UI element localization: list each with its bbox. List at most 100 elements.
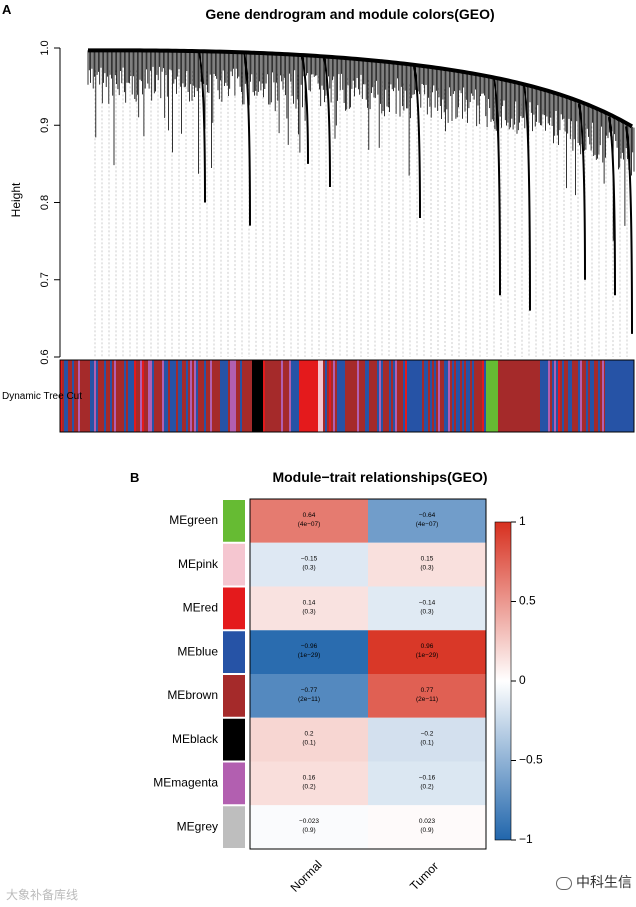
- row-label: MEblack: [172, 732, 219, 746]
- cell-correlation: −0.96: [301, 643, 318, 650]
- color-bar-stripe: [367, 360, 369, 432]
- color-bar-stripe: [568, 360, 570, 432]
- heatmap-cell: [368, 586, 486, 631]
- color-bar-stripe: [434, 360, 436, 432]
- cell-correlation: 0.023: [419, 818, 436, 825]
- color-bar-stripe: [600, 360, 602, 432]
- color-bar-stripe: [170, 360, 172, 432]
- color-bar-stripe: [283, 360, 285, 432]
- cluster-branch: [493, 78, 501, 296]
- color-bar-stripe: [558, 360, 560, 432]
- color-bar-stripe: [146, 360, 148, 432]
- heatmap-title: Module−trait relationships(GEO): [272, 469, 488, 485]
- color-bar-module: [408, 360, 422, 432]
- cell-pvalue: (1e−29): [416, 652, 439, 659]
- color-bar-stripe: [444, 360, 446, 432]
- cell-pvalue: (2e−11): [298, 696, 320, 703]
- color-bar-stripe: [244, 360, 246, 432]
- color-bar-stripe: [180, 360, 182, 432]
- cluster-branch: [578, 103, 586, 280]
- color-bar-stripe: [574, 360, 576, 432]
- color-bar-stripe: [291, 360, 293, 432]
- color-bar-stripe: [220, 360, 222, 432]
- color-bar-stripe: [186, 360, 188, 432]
- color-bar-stripe: [72, 360, 74, 432]
- color-bar-stripe: [460, 360, 462, 432]
- legend-tick-label: 0.5: [519, 594, 536, 608]
- heatmap-cell: [250, 630, 368, 674]
- y-tick-label: 0.8: [39, 195, 51, 210]
- color-bar-stripe: [246, 360, 248, 432]
- wechat-icon: [556, 876, 572, 890]
- color-bar-stripe: [472, 360, 474, 432]
- color-bar-stripe: [586, 360, 588, 432]
- heatmap-cell: [250, 805, 368, 849]
- column-labels: Normal Tumor: [288, 858, 442, 895]
- color-bar-stripe: [387, 360, 389, 432]
- color-bar-stripe: [214, 360, 216, 432]
- color-bar-stripe: [391, 360, 393, 432]
- color-bar-stripe: [90, 360, 92, 432]
- color-bar-stripe: [474, 360, 476, 432]
- color-bar-stripe: [464, 360, 466, 432]
- row-labels: MEgreen MEpink MEred MEblue MEbrown MEblack ME…: [153, 513, 219, 833]
- color-bar-module: [318, 360, 323, 432]
- color-bar-stripe: [88, 360, 90, 432]
- color-bar-stripe: [293, 360, 295, 432]
- color-bar-stripe: [345, 360, 347, 432]
- legend-tick-label: −1: [519, 832, 533, 846]
- color-bar-stripe: [552, 360, 554, 432]
- color-bar-stripe: [164, 360, 166, 432]
- cell-pvalue: (0.3): [420, 608, 433, 615]
- color-bar-module: [605, 360, 634, 432]
- color-bar-stripe: [62, 360, 64, 432]
- color-bar-stripe: [590, 360, 592, 432]
- color-bar-stripe: [82, 360, 84, 432]
- cell-correlation: 0.2: [304, 731, 313, 738]
- color-bar-stripe: [202, 360, 204, 432]
- color-bar-stripe: [466, 360, 468, 432]
- row-label: MEbrown: [167, 688, 218, 702]
- color-bar-stripe: [438, 360, 440, 432]
- color-bar-stripe: [373, 360, 375, 432]
- color-bar-stripe: [331, 360, 333, 432]
- color-bar-stripe: [132, 360, 134, 432]
- color-bar-stripe: [148, 360, 150, 432]
- color-bar-module: [300, 360, 318, 432]
- cell-pvalue: (2e−11): [416, 696, 438, 703]
- heatmap-cell: [250, 499, 368, 543]
- cell-pvalue: (4e−07): [298, 521, 321, 528]
- color-bar-stripe: [448, 360, 450, 432]
- color-bar-stripe: [287, 360, 289, 432]
- cell-pvalue: (0.9): [420, 827, 433, 834]
- color-bar-stripe: [401, 360, 403, 432]
- color-bar-stripe: [226, 360, 228, 432]
- color-bar-stripe: [562, 360, 564, 432]
- color-bar-stripe: [570, 360, 572, 432]
- color-bar-stripe: [359, 360, 361, 432]
- color-bar-stripe: [594, 360, 596, 432]
- color-bar-stripe: [192, 360, 194, 432]
- color-bar-stripe: [78, 360, 80, 432]
- color-bar-stripe: [295, 360, 297, 432]
- color-bar-stripe: [598, 360, 600, 432]
- color-bar-stripe: [263, 360, 265, 432]
- color-bar-stripe: [584, 360, 586, 432]
- color-bar-stripe: [337, 360, 339, 432]
- cluster-branch: [413, 65, 421, 218]
- colorscale-legend: [494, 521, 512, 841]
- color-bar-stripe: [333, 360, 335, 432]
- cell-correlation: −0.023: [299, 818, 319, 825]
- panel-b-letter: B: [130, 470, 140, 485]
- color-bar-stripe: [128, 360, 130, 432]
- color-bar-stripe: [279, 360, 281, 432]
- color-bar-stripe: [242, 360, 244, 432]
- panel-a-letter: A: [2, 2, 12, 17]
- color-bar-stripe: [327, 360, 329, 432]
- cell-pvalue: (0.1): [420, 740, 433, 747]
- color-bar-stripe: [592, 360, 594, 432]
- color-bar-stripe: [130, 360, 132, 432]
- color-bar-stripe: [194, 360, 196, 432]
- color-bar-stripe: [138, 360, 140, 432]
- y-tick-label: 0.6: [39, 349, 51, 364]
